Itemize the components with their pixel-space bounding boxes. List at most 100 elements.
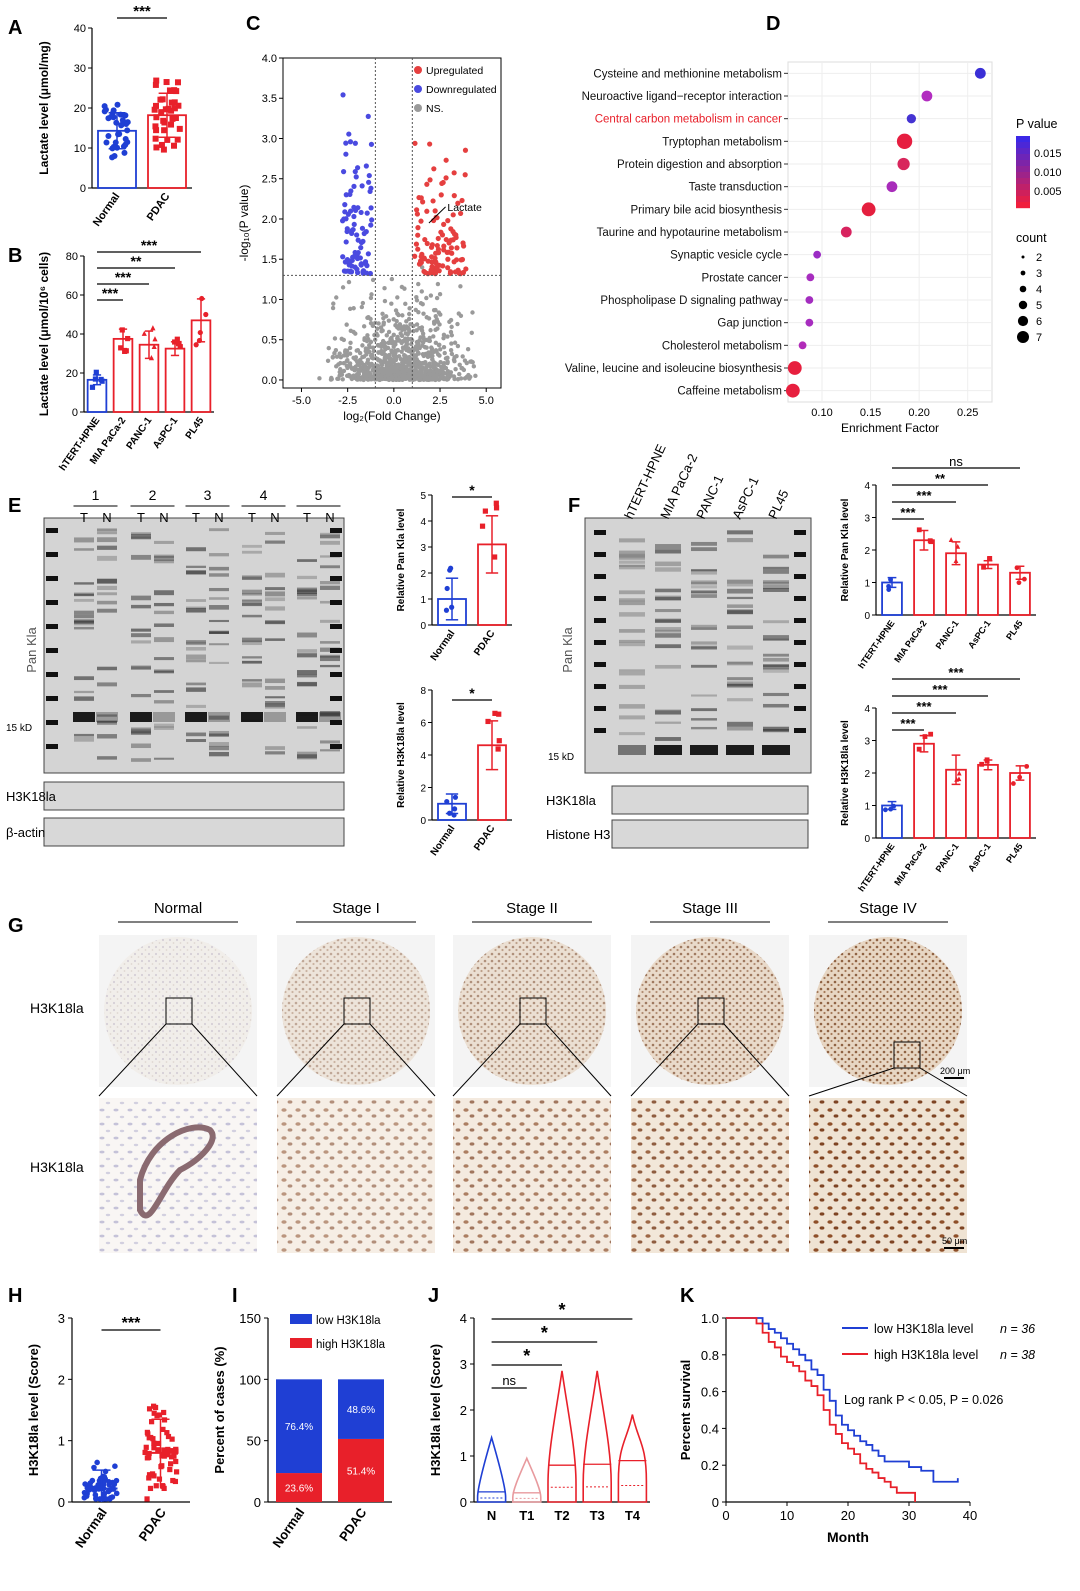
y-tick-label: 0	[80, 183, 86, 195]
ns-point	[448, 348, 454, 353]
data-point	[492, 710, 498, 716]
x-tick-label: 0.10	[811, 407, 832, 419]
blot-e-sample-number: 2	[149, 487, 157, 503]
downregulated-point	[349, 257, 355, 264]
ladder-band	[794, 684, 806, 689]
blot-band	[265, 587, 285, 591]
downregulated-point	[354, 165, 361, 171]
data-point	[174, 336, 180, 342]
pathway-label: Neuroactive ligand−receptor interaction	[582, 91, 782, 103]
ladder-band	[794, 662, 806, 667]
blot-band	[619, 598, 645, 602]
blot-band	[242, 600, 262, 605]
ns-point	[389, 301, 394, 306]
blot-band	[691, 594, 717, 598]
x-tick-label: PDAC	[145, 191, 173, 223]
ns-point	[416, 369, 422, 375]
ns-point	[433, 361, 439, 366]
data-point	[110, 107, 117, 114]
ns-point	[404, 339, 409, 344]
color-bar-segment	[1016, 178, 1030, 185]
blot-band	[297, 559, 317, 562]
blot-band	[265, 703, 285, 709]
x-tick-label: PDAC	[472, 823, 497, 853]
x-tick-label: 20	[841, 1508, 855, 1523]
downregulated-point	[345, 211, 351, 217]
blot-band-15kd	[185, 712, 207, 722]
upregulated-point	[443, 175, 449, 181]
blot-band	[265, 746, 285, 750]
ns-point	[378, 373, 384, 379]
blot-band	[320, 712, 340, 717]
upregulated-point	[435, 235, 441, 242]
blot-e-tn-label: N	[102, 510, 111, 525]
blot-band	[763, 729, 789, 733]
blot-band	[655, 709, 681, 715]
ns-point	[417, 364, 422, 370]
ns-point	[426, 350, 431, 355]
ns-point	[430, 356, 435, 362]
ns-point	[436, 310, 442, 315]
blot-band	[320, 540, 340, 545]
blot-band	[619, 590, 645, 595]
panel-letter-f: F	[568, 495, 580, 517]
y-tick-label: 100	[239, 1372, 261, 1387]
data-point	[146, 1435, 152, 1441]
pathway-label: Phospholipase D signaling pathway	[600, 295, 782, 307]
blot-band	[297, 592, 317, 597]
ihc-zoom-box	[697, 997, 725, 1025]
data-point	[101, 1490, 107, 1497]
data-point	[443, 607, 450, 613]
data-point	[449, 604, 455, 610]
blot-band	[619, 564, 645, 570]
upregulated-point	[455, 200, 461, 206]
blot-band	[242, 599, 262, 602]
legend-swatch	[290, 1314, 312, 1324]
y-tick-label: 0.2	[701, 1458, 719, 1473]
annotation-arrow	[428, 206, 446, 224]
blot-band	[763, 657, 789, 662]
upregulated-point	[453, 257, 460, 263]
ihc-scale-label-bottom: 50 μm	[942, 1236, 967, 1246]
ns-point	[363, 346, 369, 351]
data-point	[146, 1406, 153, 1412]
x-tick-label: 0	[722, 1508, 729, 1523]
ns-point	[406, 316, 412, 322]
p-value-legend-tick: 0.015	[1034, 148, 1062, 160]
ns-point	[435, 319, 441, 324]
ns-point	[361, 324, 367, 329]
pathway-dot	[921, 90, 933, 102]
data-point	[167, 1466, 173, 1473]
ns-point	[368, 339, 374, 345]
ihc-zoom-box	[165, 997, 193, 1025]
data-point	[118, 345, 124, 351]
upregulated-point	[445, 256, 451, 262]
ns-point	[395, 295, 400, 300]
data-point	[174, 79, 181, 86]
ladder-band	[794, 706, 806, 711]
upregulated-point	[438, 192, 444, 198]
blot-band	[74, 619, 94, 624]
blot-band	[154, 590, 174, 596]
y-tick-label: 0	[58, 1495, 65, 1510]
ns-point	[420, 331, 426, 336]
y-tick-label: 0	[420, 621, 426, 632]
y-tick-label: 8	[420, 686, 426, 697]
ns-point	[389, 348, 394, 353]
ns-point	[382, 340, 388, 346]
y-tick-label: 4	[460, 1311, 467, 1326]
blot-band	[619, 550, 645, 555]
ns-point	[357, 350, 363, 356]
blot-band	[265, 678, 285, 684]
blot-band-15kd	[319, 712, 341, 722]
color-bar-segment	[1016, 172, 1030, 179]
violin-n	[476, 1434, 507, 1503]
significance-label: ***	[916, 699, 932, 714]
ladder-band	[46, 624, 58, 629]
data-point	[173, 1469, 180, 1475]
panel-letter-j: J	[428, 1285, 439, 1307]
ns-point	[413, 365, 419, 370]
ns-point	[346, 279, 352, 285]
ns-point	[455, 377, 461, 382]
